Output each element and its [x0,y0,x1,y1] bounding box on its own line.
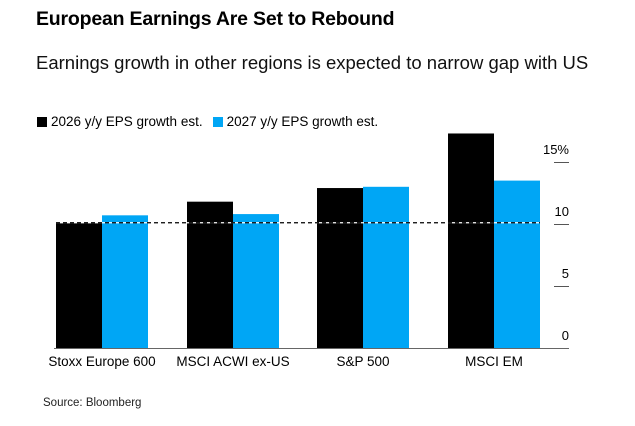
bar-2027-1 [233,214,279,348]
bar-2026-3 [448,133,494,348]
x-tick-label: MSCI ACWI ex-US [176,354,289,369]
legend-swatch-2027 [212,116,223,127]
y-tick-label: 15% [543,142,569,157]
y-tick-label: 0 [562,328,569,343]
legend: 2026 y/y EPS growth est. 2027 y/y EPS gr… [37,114,388,129]
bar-2026-2 [317,188,363,348]
chart-title: European Earnings Are Set to Rebound [36,8,395,30]
x-tick-label: S&P 500 [336,354,389,369]
legend-label-2026: 2026 y/y EPS growth est. [51,114,203,129]
legend-swatch-2026 [37,116,47,127]
bar-2026-1 [187,201,233,348]
source-note: Source: Bloomberg [43,397,142,409]
bar-2027-2 [363,186,409,348]
y-tick-label: 5 [562,266,569,281]
x-tick-label: MSCI EM [465,354,523,369]
legend-item-2026: 2026 y/y EPS growth est. [37,114,203,129]
legend-label-2027: 2027 y/y EPS growth est. [226,114,379,129]
y-tick-label: 10 [555,204,569,219]
bar-2026-0 [56,222,102,348]
bar-2027-0 [102,215,148,348]
bar-2027-3 [494,180,540,348]
x-tick-label: Stoxx Europe 600 [48,354,155,369]
chart-subtitle: Earnings growth in other regions is expe… [36,52,589,73]
legend-item-2027: 2027 y/y EPS growth est. [212,114,379,129]
